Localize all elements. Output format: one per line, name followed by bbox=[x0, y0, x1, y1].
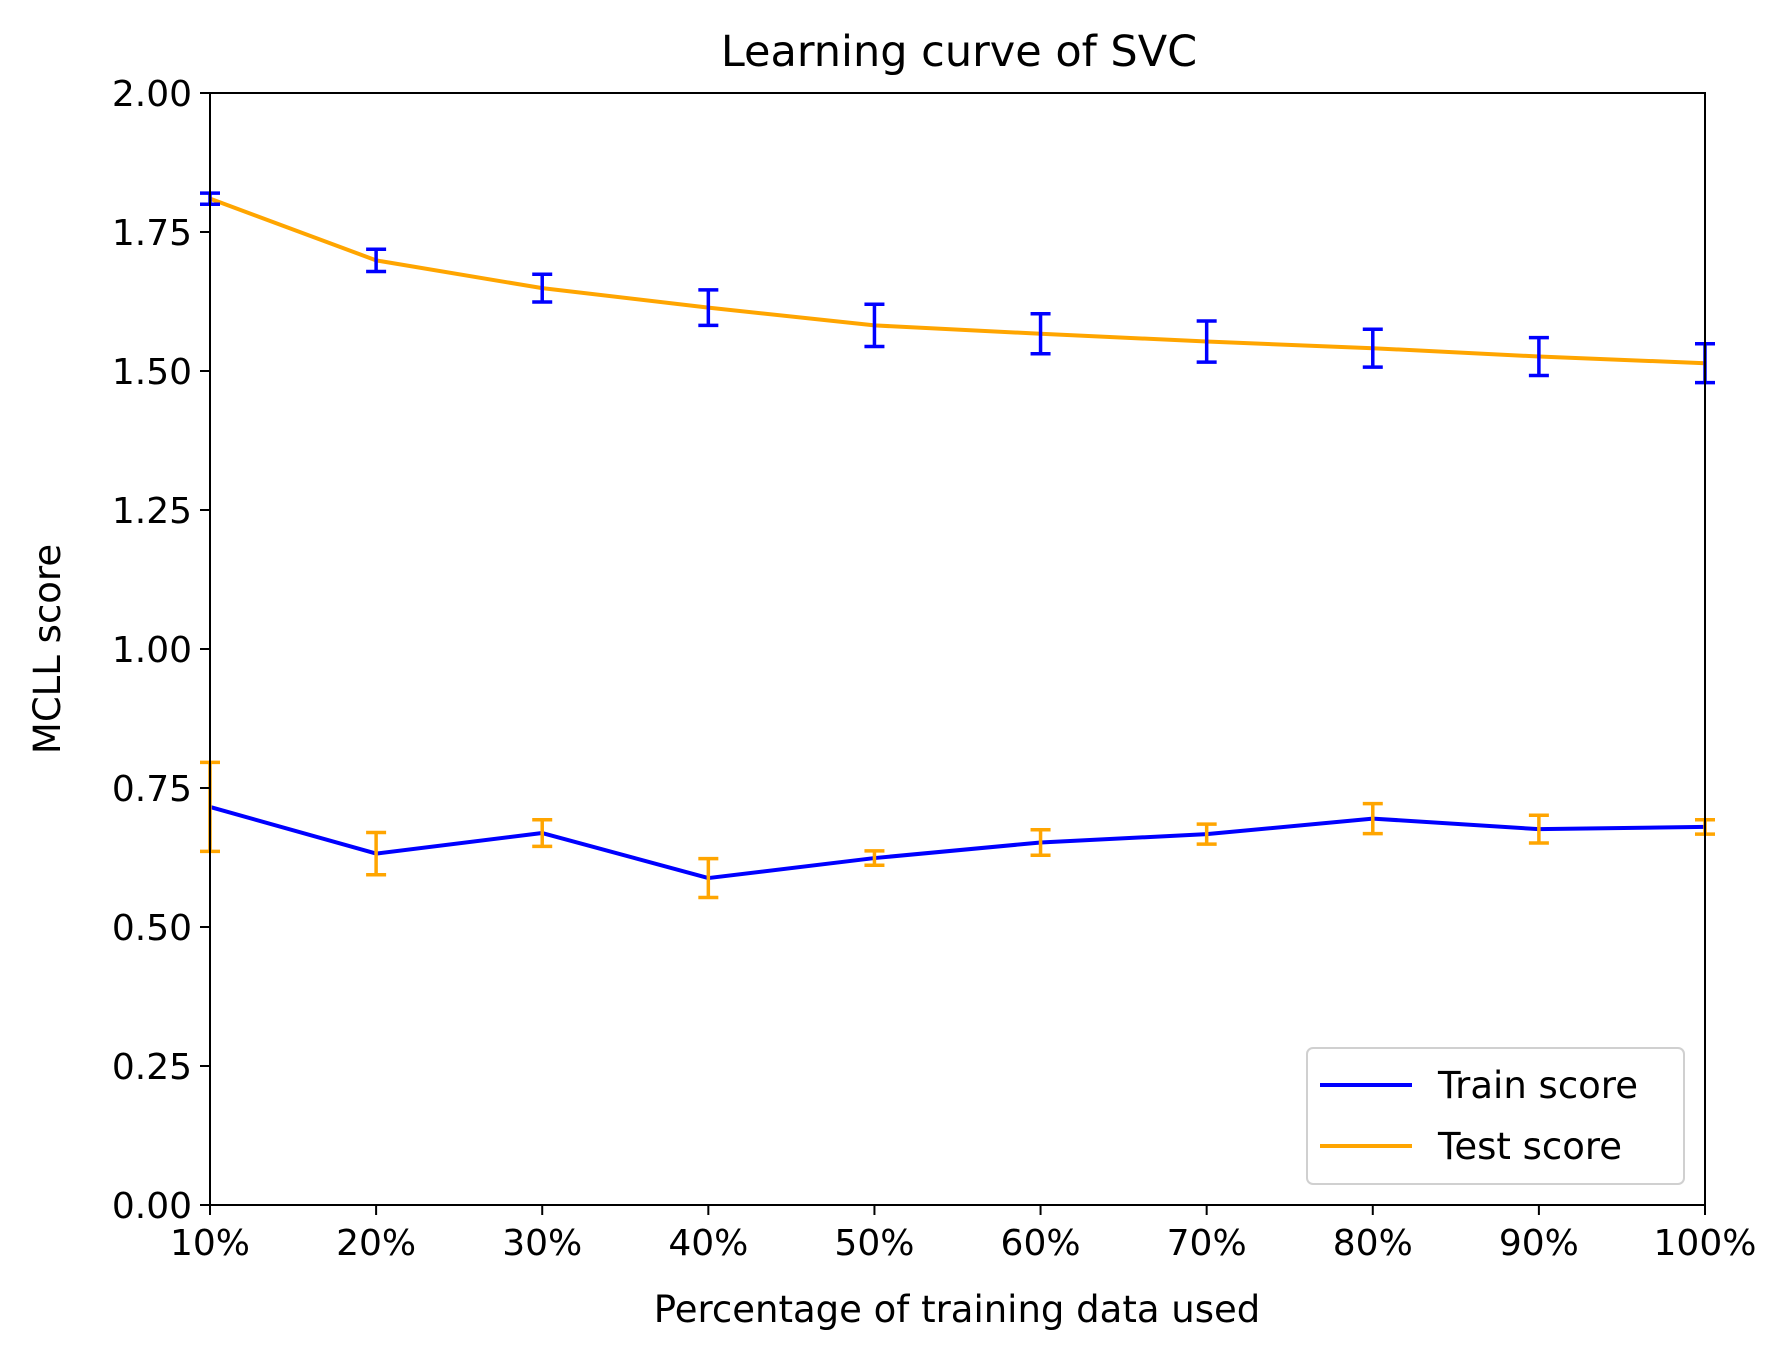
legend-label: Test score bbox=[1437, 1125, 1622, 1168]
error-bar bbox=[1196, 319, 1217, 364]
y-tick-label: 2.00 bbox=[112, 74, 192, 115]
error-bar bbox=[1030, 311, 1051, 356]
error-bar bbox=[1362, 801, 1383, 836]
y-tick-label: 0.00 bbox=[112, 1186, 192, 1227]
error-bar bbox=[864, 302, 885, 349]
series-line-1 bbox=[209, 196, 1706, 366]
error-bar bbox=[1528, 813, 1549, 845]
plot-area bbox=[200, 191, 1715, 900]
error-bar bbox=[698, 856, 719, 900]
x-axis: 10% 20% 30% 40% 50% 60% 70% 80% 90% 100% bbox=[170, 1205, 1756, 1264]
error-bar bbox=[532, 817, 553, 849]
x-tick-label: 50% bbox=[834, 1223, 914, 1264]
y-axis-label: MCLL score bbox=[26, 544, 69, 754]
legend: Train score Test score bbox=[1306, 1047, 1685, 1185]
y-tick-label: 1.75 bbox=[112, 213, 192, 254]
x-tick-label: 10% bbox=[170, 1223, 250, 1264]
y-tick-label: 1.50 bbox=[112, 352, 192, 393]
error-bar bbox=[366, 247, 387, 274]
y-tick-label: 1.25 bbox=[112, 491, 192, 532]
x-tick-label: 100% bbox=[1654, 1223, 1757, 1264]
legend-box bbox=[1306, 1047, 1685, 1185]
x-tick-label: 60% bbox=[1001, 1223, 1081, 1264]
y-tick-label: 0.25 bbox=[112, 1047, 192, 1088]
legend-label: Train score bbox=[1437, 1064, 1638, 1107]
y-tick-label: 0.50 bbox=[112, 908, 192, 949]
y-tick-label: 0.75 bbox=[112, 769, 192, 810]
error-bar bbox=[532, 272, 553, 304]
y-axis: 0.00 0.25 0.50 0.75 1.00 1.25 1.50 1.75 2.00 bbox=[112, 74, 210, 1227]
error-bar bbox=[366, 830, 387, 877]
error-bar bbox=[1362, 327, 1383, 369]
x-tick-label: 90% bbox=[1499, 1223, 1579, 1264]
error-bar bbox=[1196, 822, 1217, 846]
series-line-0 bbox=[209, 804, 1706, 881]
error-bar bbox=[1528, 335, 1549, 378]
plot-frame bbox=[209, 92, 1706, 1206]
x-tick-label: 80% bbox=[1333, 1223, 1413, 1264]
x-tick-label: 40% bbox=[668, 1223, 748, 1264]
error-bar bbox=[698, 288, 719, 328]
x-tick-label: 20% bbox=[336, 1223, 416, 1264]
error-bar bbox=[1030, 827, 1051, 858]
chart-title: Learning curve of SVC bbox=[721, 27, 1197, 77]
x-tick-label: 70% bbox=[1167, 1223, 1247, 1264]
x-axis-label: Percentage of training data used bbox=[654, 1288, 1261, 1331]
x-tick-label: 30% bbox=[502, 1223, 582, 1264]
y-tick-label: 1.00 bbox=[112, 630, 192, 671]
error-bar bbox=[864, 849, 885, 868]
